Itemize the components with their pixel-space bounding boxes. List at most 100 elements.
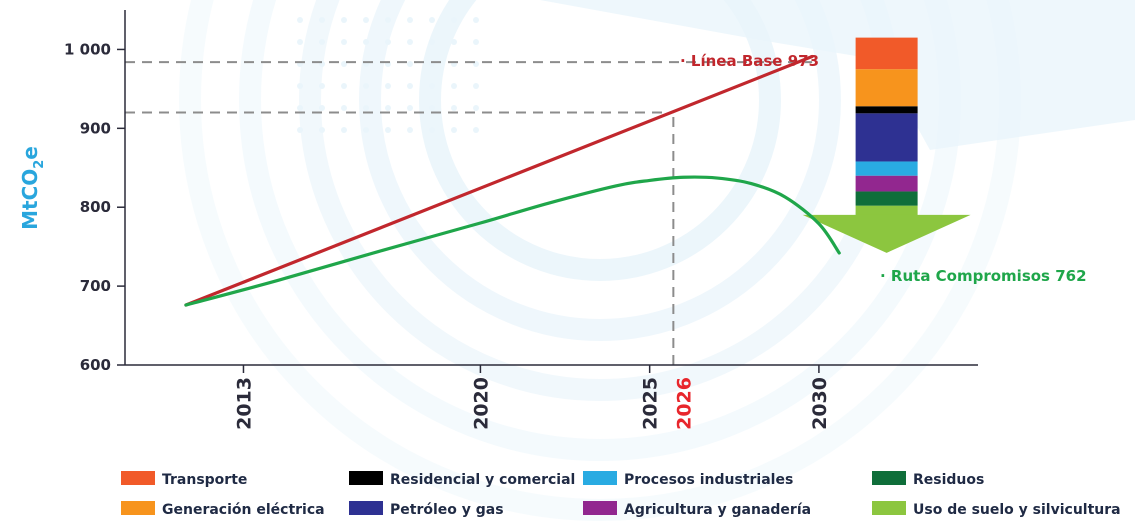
stacked-bar: [802, 37, 971, 253]
decor-dot: [407, 17, 413, 23]
decor-dot: [429, 83, 435, 89]
decor-dot: [297, 105, 303, 111]
x-tick-label: 2025: [640, 377, 662, 430]
x-tick-label: 2030: [809, 377, 831, 430]
y-tick-label: 900: [80, 119, 111, 137]
decor-dot: [341, 127, 347, 133]
decor-dot: [319, 105, 325, 111]
decor-landmass: [540, 0, 1135, 150]
stacked-segment: [855, 191, 918, 206]
decor-dot: [407, 61, 413, 67]
stacked-segment: [855, 161, 918, 176]
legend: Transporte Residencial y comercial Proceso…: [121, 471, 1121, 518]
decor-dot: [451, 17, 457, 23]
decor-dot: [341, 17, 347, 23]
decor-dot: [363, 105, 369, 111]
legend-swatch: [121, 501, 155, 515]
decor-dot: [297, 127, 303, 133]
legend-label: Petróleo y gas: [390, 502, 504, 518]
decor-dot: [473, 17, 479, 23]
legend-label: Uso de suelo y silvicultura: [913, 502, 1121, 518]
decor-dot: [407, 127, 413, 133]
y-tick-label: 700: [80, 277, 111, 295]
decor-arc: [359, 0, 841, 341]
decor-dot: [363, 83, 369, 89]
decor-dot: [473, 127, 479, 133]
stacked-segment: [855, 175, 918, 192]
decor-dot: [297, 17, 303, 23]
decor-dot: [385, 17, 391, 23]
decor-dot: [385, 127, 391, 133]
decor-dot: [407, 105, 413, 111]
legend-swatch: [872, 471, 906, 485]
x-tick-label-highlight: 2026: [674, 377, 696, 430]
decor-dot: [429, 127, 435, 133]
y-axis-label-sub: 2: [32, 160, 47, 169]
series-group: [184, 54, 841, 307]
x-tick-label: 2020: [470, 377, 492, 430]
decor-dot: [363, 39, 369, 45]
legend-label: Agricultura y ganadería: [624, 502, 811, 518]
stacked-arrow: [802, 214, 971, 253]
decor-dot: [319, 127, 325, 133]
decor-dot: [385, 39, 391, 45]
decor-dot: [429, 105, 435, 111]
ruta-compromisos-label: · Ruta Compromisos 762: [880, 267, 1087, 285]
legend-label: Residencial y comercial: [390, 472, 575, 488]
stacked-segment: [855, 69, 918, 107]
annotations: · Línea Base 973 · Ruta Compromisos 762: [680, 52, 1087, 285]
decor-arc: [419, 0, 781, 281]
background-decor: [179, 0, 1135, 521]
decor-dot: [319, 39, 325, 45]
decor-dot: [319, 83, 325, 89]
decor-dot: [341, 105, 347, 111]
decor-dot: [341, 61, 347, 67]
y-axis-label: MtCO2e: [18, 146, 47, 230]
legend-label: Procesos industriales: [624, 472, 793, 488]
legend-label: Residuos: [913, 472, 984, 488]
decor-dot: [429, 39, 435, 45]
decor-dot: [473, 39, 479, 45]
legend-swatch: [583, 501, 617, 515]
stacked-segment: [855, 106, 918, 114]
axes: 600 700 800 900 1 000 2013 2020 2025 2030 2026 MtC…: [18, 10, 978, 430]
decor-dot: [451, 39, 457, 45]
reference-lines: [125, 61, 813, 365]
y-tick-label: 600: [80, 356, 111, 374]
legend-swatch: [349, 501, 383, 515]
legend-swatch: [349, 471, 383, 485]
decor-dot: [451, 83, 457, 89]
x-tick-label: 2013: [233, 377, 255, 430]
decor-dot: [451, 105, 457, 111]
legend-swatch: [121, 471, 155, 485]
y-tick-label: 1 000: [64, 40, 111, 58]
decor-dot: [385, 105, 391, 111]
decor-dot: [341, 83, 347, 89]
decor-dot: [429, 17, 435, 23]
decor-dot: [473, 105, 479, 111]
series-line-linea-base: [184, 54, 814, 307]
y-axis-label-end: e: [18, 146, 42, 160]
decor-dot: [473, 83, 479, 89]
y-tick-label: 800: [80, 198, 111, 216]
stacked-segment: [855, 113, 918, 162]
decor-dot: [297, 39, 303, 45]
decor-dot: [407, 83, 413, 89]
legend-label: Transporte: [162, 472, 247, 488]
legend-swatch: [872, 501, 906, 515]
decor-dot: [319, 17, 325, 23]
legend-label: Generación eléctrica: [162, 502, 325, 518]
decor-dot: [451, 127, 457, 133]
linea-base-label: · Línea Base 973: [680, 52, 819, 70]
decor-dot: [297, 83, 303, 89]
series-line-ruta-compromisos: [184, 175, 841, 307]
stacked-segment: [855, 37, 918, 70]
legend-swatch: [583, 471, 617, 485]
decor-dot: [341, 39, 347, 45]
decor-dot: [407, 39, 413, 45]
decor-dot: [363, 17, 369, 23]
y-axis-label-main: MtCO: [18, 169, 42, 230]
decor-dot: [385, 83, 391, 89]
